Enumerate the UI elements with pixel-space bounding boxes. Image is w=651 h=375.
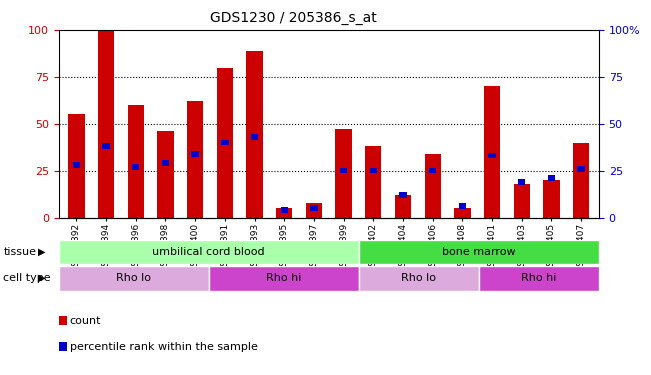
Bar — [484, 86, 500, 218]
Bar — [209, 266, 359, 291]
Bar — [98, 30, 115, 217]
Bar — [281, 207, 288, 213]
Bar — [128, 105, 144, 218]
Bar — [359, 266, 479, 291]
Bar — [429, 168, 436, 173]
Text: Rho hi: Rho hi — [521, 273, 557, 284]
Text: Rho lo: Rho lo — [116, 273, 151, 284]
Bar — [276, 208, 292, 218]
Bar — [370, 168, 377, 173]
Bar — [518, 179, 525, 185]
Bar — [306, 202, 322, 217]
Bar — [59, 240, 359, 264]
Bar — [359, 240, 599, 264]
Bar — [573, 142, 589, 218]
Bar — [547, 176, 555, 181]
Bar — [102, 144, 110, 149]
Bar — [340, 168, 348, 173]
Bar — [424, 154, 441, 218]
Text: Rho lo: Rho lo — [401, 273, 436, 284]
Bar — [251, 134, 258, 140]
Text: count: count — [70, 316, 101, 326]
Bar — [191, 151, 199, 157]
Bar — [158, 131, 174, 218]
Bar — [514, 184, 530, 218]
Text: tissue: tissue — [3, 247, 36, 257]
Bar — [395, 195, 411, 217]
Text: cell type: cell type — [3, 273, 51, 283]
Bar — [310, 206, 318, 211]
Text: ▶: ▶ — [38, 247, 46, 257]
Bar — [217, 68, 233, 218]
Bar — [59, 266, 209, 291]
Bar — [543, 180, 560, 218]
Text: percentile rank within the sample: percentile rank within the sample — [70, 342, 258, 352]
Text: ▶: ▶ — [38, 273, 46, 283]
Bar — [73, 162, 80, 168]
Bar — [161, 160, 169, 166]
Text: bone marrow: bone marrow — [442, 247, 516, 257]
Bar — [488, 153, 496, 158]
Bar — [68, 114, 85, 218]
Bar — [246, 51, 263, 217]
Text: Rho hi: Rho hi — [266, 273, 301, 284]
Text: GDS1230 / 205386_s_at: GDS1230 / 205386_s_at — [210, 11, 376, 25]
Bar — [335, 129, 352, 218]
Bar — [577, 166, 585, 172]
Bar — [459, 203, 466, 209]
Text: umbilical cord blood: umbilical cord blood — [152, 247, 265, 257]
Bar — [479, 266, 599, 291]
Bar — [399, 192, 407, 198]
Bar — [132, 164, 139, 170]
Bar — [221, 140, 229, 146]
Bar — [365, 146, 381, 218]
Bar — [187, 101, 203, 217]
Bar — [454, 208, 471, 218]
